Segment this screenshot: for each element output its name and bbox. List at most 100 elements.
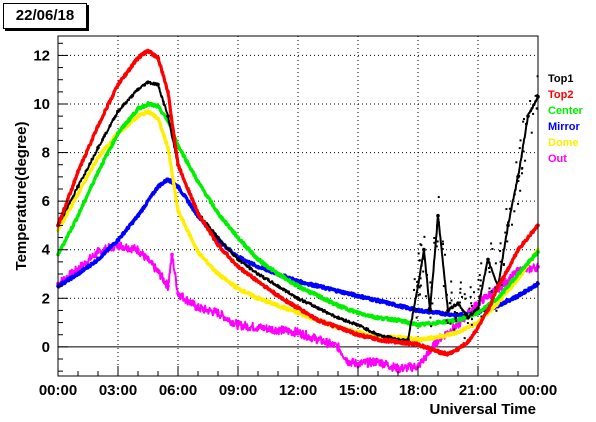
scatter-point [469, 295, 472, 298]
scatter-point [478, 274, 481, 277]
x-tick-label: 00:00 [519, 382, 557, 399]
scatter-point [436, 240, 439, 243]
scatter-point [428, 301, 431, 304]
scatter-point [423, 235, 426, 238]
scatter-point [416, 280, 419, 283]
scatter-point [435, 245, 438, 248]
scatter-point [441, 240, 444, 243]
scatter-point [449, 306, 452, 309]
scatter-point [422, 257, 425, 260]
scatter-point [490, 291, 493, 294]
scatter-point [522, 120, 525, 123]
scatter-point [459, 291, 462, 294]
scatter-point [518, 147, 521, 150]
x-tick-labels: 00:00 03:00 06:00 09:00 12:00 15:00 18:00 21:00… [39, 382, 557, 399]
scatter-point [459, 301, 462, 304]
scatter-point [488, 287, 491, 290]
scatter-point [505, 208, 508, 211]
scatter-point [450, 280, 453, 283]
scatter-point [473, 291, 476, 294]
scatter-point [479, 284, 482, 287]
scatter-point [433, 241, 436, 244]
scatter-point [513, 210, 516, 213]
scatter-point [532, 112, 535, 115]
scatter-point [500, 283, 503, 286]
scatter-point [437, 221, 440, 224]
legend: Top1 Top2 Center Mirror Dome Out [548, 73, 584, 165]
scatter-point [534, 94, 537, 97]
scatter-point [517, 202, 520, 205]
scatter-point [416, 308, 419, 311]
scatter-point [419, 284, 422, 287]
scatter-point [431, 302, 434, 305]
scatter-point [478, 295, 481, 298]
scatter-point [418, 286, 421, 289]
x-tick-label: 06:00 [159, 382, 197, 399]
scatter-point [468, 307, 471, 310]
scatter-point [449, 322, 452, 325]
scatter-point [427, 307, 430, 310]
legend-entry: Out [548, 153, 567, 165]
scatter-point [441, 248, 444, 251]
scatter-point [524, 122, 527, 125]
y-tick-label: 6 [42, 193, 50, 210]
scatter-point [454, 317, 457, 320]
scatter-point [445, 293, 448, 296]
scatter-point [499, 242, 502, 245]
scatter-point [422, 270, 425, 273]
scatter-point [507, 221, 510, 224]
legend-entry: Center [548, 105, 584, 117]
scatter-point [477, 278, 480, 281]
series-trace [56, 49, 540, 357]
axis-ticks [57, 42, 539, 376]
y-tick-label: 0 [42, 339, 50, 356]
series-trace [57, 80, 539, 342]
scatter-point [445, 312, 448, 315]
scatter-point [429, 281, 432, 284]
scatter-point [499, 260, 502, 263]
y-tick-label: 2 [42, 290, 50, 307]
scatter-point [424, 295, 427, 298]
scatter-point [413, 288, 416, 291]
scatter-point [417, 252, 420, 255]
scatter-point [535, 107, 538, 110]
x-tick-label: 03:00 [99, 382, 137, 399]
x-tick-label: 09:00 [219, 382, 257, 399]
scatter-point [495, 309, 498, 312]
scatter-point [437, 196, 440, 199]
scatter-point [487, 267, 490, 270]
scatter-point [433, 236, 436, 239]
scatter-point [458, 304, 461, 307]
y-tick-label: 10 [33, 96, 50, 113]
scatter-point [506, 240, 509, 243]
scatter-point [430, 286, 433, 289]
scatter-point [418, 259, 421, 262]
x-axis-label: Universal Time [430, 401, 536, 418]
scatter-point [520, 155, 523, 158]
y-tick-label: 12 [33, 47, 50, 64]
scatter-point [449, 302, 452, 305]
scatter-point [429, 316, 432, 319]
scatter-point [429, 307, 432, 310]
data-point [436, 213, 440, 218]
scatter-point [517, 179, 520, 182]
scatter-point [470, 323, 473, 326]
scatter-point [518, 174, 521, 177]
scatter-point [511, 223, 514, 226]
scatter-point [522, 150, 525, 153]
scatter-point [422, 247, 425, 250]
scatter-point [499, 249, 502, 252]
scatter-point [444, 253, 447, 256]
scatter-point [442, 285, 445, 288]
scatter-point [522, 118, 525, 121]
scatter-point [453, 328, 456, 331]
scatter-point [470, 304, 473, 307]
legend-entry: Top2 [548, 89, 573, 101]
scatter-point [413, 278, 416, 281]
legend-entry: Dome [548, 137, 579, 149]
series-layer [56, 48, 540, 374]
scatter-point [529, 100, 532, 103]
scatter-point [524, 159, 527, 162]
series-trace [56, 109, 540, 343]
x-tick-label: 15:00 [339, 382, 377, 399]
